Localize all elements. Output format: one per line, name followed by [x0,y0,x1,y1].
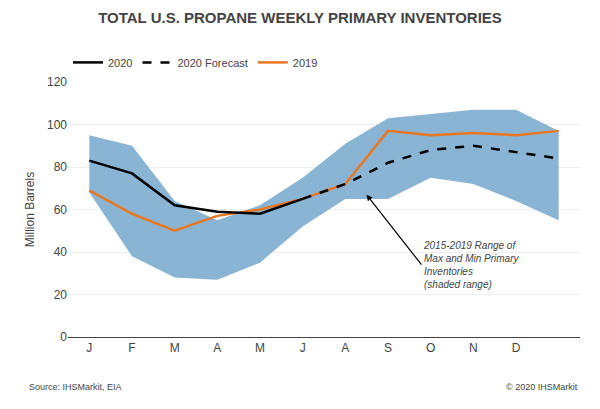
svg-text:F: F [128,341,135,355]
svg-text:M: M [255,341,265,355]
svg-text:2020: 2020 [108,57,132,69]
svg-text:J: J [300,341,306,355]
svg-text:2020 Forecast: 2020 Forecast [177,57,247,69]
svg-text:© 2020 IHSMarkit: © 2020 IHSMarkit [506,382,578,392]
svg-text:A: A [341,341,349,355]
svg-text:100: 100 [47,118,67,132]
svg-text:2015-2019 Range ofMax and Min: 2015-2019 Range ofMax and Min PrimaryInv… [423,240,519,290]
svg-text:0: 0 [60,330,67,344]
svg-text:S: S [384,341,392,355]
svg-text:60: 60 [54,203,68,217]
svg-text:20: 20 [54,288,68,302]
svg-text:D: D [512,341,521,355]
svg-text:40: 40 [54,245,68,259]
svg-text:N: N [469,341,478,355]
svg-text:O: O [426,341,435,355]
svg-text:J: J [86,341,92,355]
svg-text:Million Barrels: Million Barrels [23,172,37,247]
svg-text:120: 120 [47,75,67,89]
svg-text:Source: IHSMarkit, EIA: Source: IHSMarkit, EIA [29,382,122,392]
svg-text:A: A [213,341,221,355]
svg-text:2019: 2019 [293,57,317,69]
svg-text:M: M [170,341,180,355]
svg-text:80: 80 [54,160,68,174]
svg-text:TOTAL U.S. PROPANE WEEKLY PRIM: TOTAL U.S. PROPANE WEEKLY PRIMARY INVENT… [98,9,502,26]
